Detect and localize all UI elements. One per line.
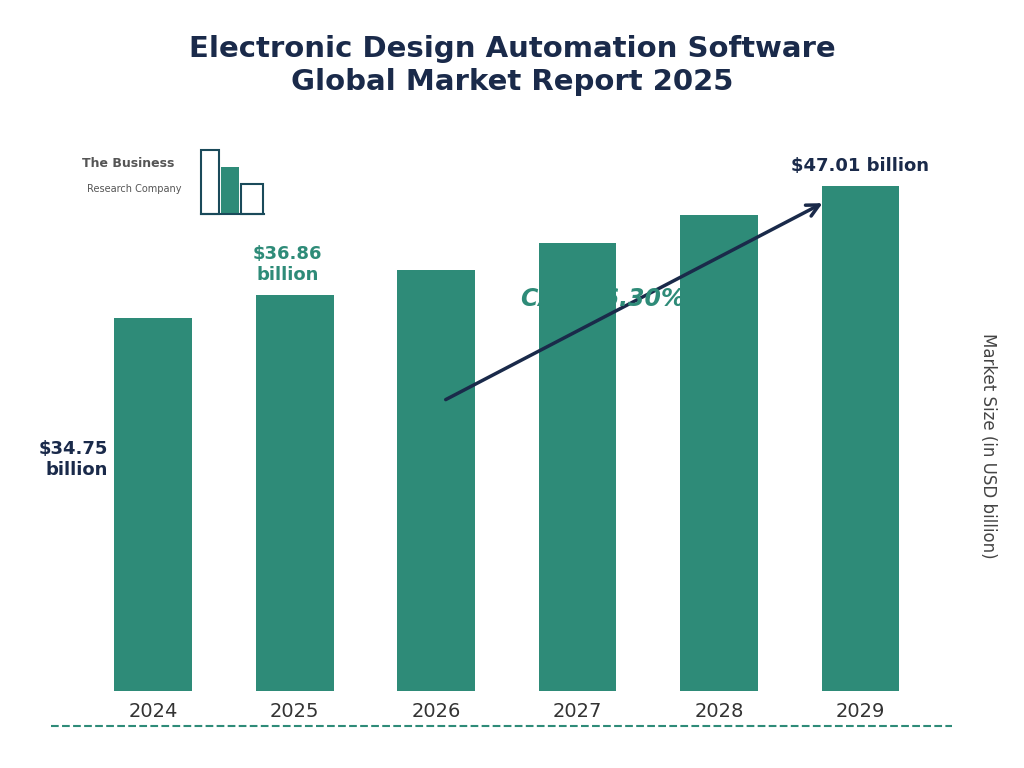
Bar (397, 270, 475, 691)
Text: The Business: The Business (82, 157, 174, 170)
Text: Market Size (in USD billion): Market Size (in USD billion) (979, 333, 997, 558)
Bar (680, 215, 758, 691)
Bar (539, 243, 616, 691)
Text: $34.75
billion: $34.75 billion (39, 440, 109, 479)
Text: Research Company: Research Company (87, 184, 181, 194)
Bar (256, 295, 334, 691)
Bar (221, 167, 239, 214)
Bar (821, 186, 899, 691)
Text: $36.86
billion: $36.86 billion (253, 245, 323, 284)
Text: $47.01 billion: $47.01 billion (792, 157, 930, 175)
Text: Electronic Design Automation Software
Global Market Report 2025: Electronic Design Automation Software Gl… (188, 35, 836, 96)
Bar (201, 150, 219, 214)
Bar (115, 318, 193, 691)
Text: CAGR 6.30%: CAGR 6.30% (521, 286, 685, 311)
Bar (241, 184, 263, 214)
